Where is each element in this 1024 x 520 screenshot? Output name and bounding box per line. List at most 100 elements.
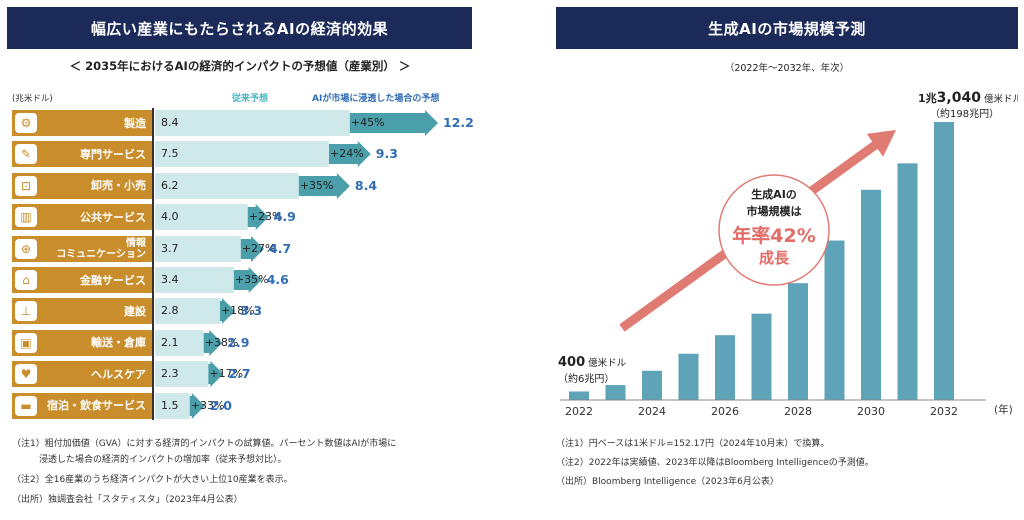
increase-label: +24% [330,147,364,161]
industry-label: 卸売・小売 [91,179,146,193]
ai-forecast-value: 2.9 [227,334,250,350]
market-bar-2031 [897,163,918,400]
right-note-1: （注1）円ベースは1米ドル=152.17円（2024年10月末）で換算。 [556,439,830,449]
start-value-yen: （約6兆円） [558,372,614,385]
conventional-forecast-bar [155,298,220,325]
industry-category: ⊡ 卸売・小売 [12,172,152,199]
industry-row: ⚙ 製造 8.4 +45% 12.2 [12,110,474,136]
industry-row: ▥ 公共サービス 4.0 +23% 4.9 [12,204,472,231]
x-tick-labels: 2022 2024 2026 2028 2030 2032 [565,405,958,418]
industry-label: 金融サービス [80,273,146,287]
increase-label: +17% [209,367,244,381]
building-icon: ▥ [15,207,37,228]
industry-bars [155,267,262,293]
increase-label: +38% [204,335,239,349]
industry-row: ▣ 輸送・倉庫 2.1 +38% 2.9 [12,329,472,356]
ai-forecast-value: 9.3 [375,146,398,162]
increase-label: +27% [241,241,276,255]
industry-label: 輸送・倉庫 [91,336,146,350]
industry-bars [155,204,269,231]
market-bar-2027 [751,313,772,400]
heart-icon: ♥ [15,364,37,385]
ai-forecast-value: 4.7 [269,240,292,256]
ai-forecast-value: 2.0 [209,397,232,413]
start-value-annotation: 400 億米ドル （約6兆円） [558,355,627,385]
ai-forecast-value: 8.4 [354,177,378,193]
industry-bars [155,110,439,136]
right-source: （出所）Bloomberg Intelligence（2023年6月公表） [556,477,779,487]
market-bar-2022 [569,391,589,400]
conventional-forecast-bar [155,329,204,356]
increase-label: +35% [234,273,269,286]
ai-forecast-value: 12.2 [443,115,474,130]
conventional-value: 3.4 [161,273,179,286]
ai-forecast-value: 3.3 [239,303,263,319]
industry-category: ⚙ 製造 [12,110,152,136]
start-value-label: 400 億米ドル [558,355,627,370]
growth-rate-label: 年率42% [732,224,815,247]
network-icon: ⊕ [15,238,37,259]
industry-bars [155,361,224,388]
conventional-forecast-bar [155,141,329,168]
industry-category: ⊥ 建設 [12,298,152,325]
x-tick-label: 2026 [711,405,739,418]
industry-row: ✎ 専門サービス 7.5 +24% 9.3 [12,141,472,168]
conventional-forecast-bar [155,267,234,293]
left-unit-label: (兆米ドル) [12,94,53,104]
conventional-value: 2.1 [161,335,179,349]
left-source: （出所）独調査会社「スタティスタ」（2023年4月公表） [12,495,243,505]
conventional-value: 1.5 [161,398,179,412]
industry-bars [155,141,371,168]
industry-row: ▬ 宿泊・飲食サービス 1.5 +33% 2.0 [12,392,472,419]
market-bar-2028 [788,283,808,400]
increase-label: +33% [190,398,225,412]
industry-category: ▥ 公共サービス [12,204,152,231]
conventional-forecast-bar [155,235,241,262]
industry-category: ✎ 専門サービス [12,141,152,168]
left-note-1b: 浸透した場合の経済的インパクトの増加率（従来予想対比）。 [12,455,287,465]
industry-category: ⌂ 金融サービス [12,267,152,293]
industry-category: ♥ ヘルスケア [12,361,152,388]
pen-icon: ✎ [15,144,37,165]
industry-bars [155,298,235,325]
left-panel-title: 幅広い産業にもたらされるAIの経済的効果 [90,19,389,38]
x-axis-unit: (年) [994,403,1013,416]
conventional-value: 4.0 [161,210,179,224]
legend-ai-adoption: AIが市場に浸透した場合の予想 [312,94,440,104]
conventional-forecast-bar [155,361,209,388]
increase-label: +23% [248,210,283,224]
conventional-value: 2.8 [161,304,179,318]
growth-callout: 生成AIの 市場規模は 年率42% 成長 [718,174,830,286]
left-note-2: （注2）全16産業のうち経済インパクトが大きい上位10産業を表示。 [12,475,293,485]
right-chart-subtitle: （2022年～2032年、年次） [724,63,850,74]
conventional-value: 8.4 [161,116,179,129]
industry-bars [155,235,265,262]
end-value-yen: （約198兆円） [930,107,999,120]
bank-icon: ⌂ [15,270,37,290]
bed-icon: ▬ [15,395,37,416]
ai-forecast-bar [231,267,262,293]
ai-forecast-bar [296,172,350,199]
ai-forecast-bar [347,110,439,136]
ai-forecast-value: 2.7 [228,366,251,382]
ai-forecast-value: 4.9 [273,209,296,225]
conventional-forecast-bar [155,392,190,419]
x-tick-label: 2032 [930,405,958,418]
left-panel-header: 幅広い産業にもたらされるAIの経済的効果 [7,7,472,49]
market-bar-2024 [642,370,662,400]
crane-icon: ⊥ [15,301,37,322]
ai-forecast-bar [245,204,269,231]
conventional-forecast-bar [155,172,299,199]
end-value-annotation: 1兆3,040 億米ドル （約198兆円） [918,90,1018,120]
market-bar-2029 [824,240,845,400]
market-bar-2030 [861,189,881,400]
industry-row: ⊥ 建設 2.8 +18% 3.3 [12,298,472,325]
x-tick-label: 2024 [638,405,666,418]
industry-label: 建設 [124,304,146,318]
left-note-1: （注1）粗付加価値（GVA）に対する経済的インパクトの試算値。パーセント数値はA… [12,439,397,449]
market-bars [569,122,954,400]
robot-arm-icon: ⚙ [15,113,37,133]
ai-forecast-bar [206,361,224,388]
conventional-value: 2.3 [161,367,179,381]
industry-category: ⊕ 情報 コミュニケーション [12,235,152,262]
